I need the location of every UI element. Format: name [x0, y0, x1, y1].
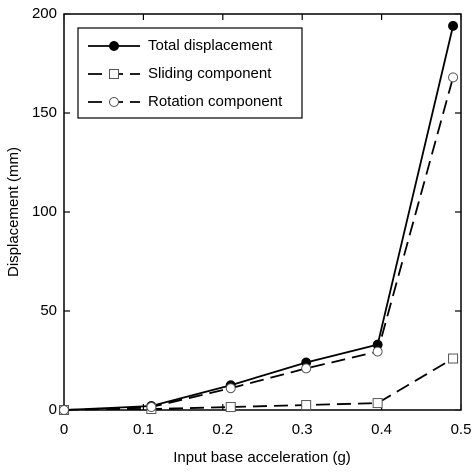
legend-marker [109, 41, 119, 51]
marker [146, 402, 157, 413]
series-line [63, 77, 454, 411]
marker [59, 405, 69, 415]
x-tick-label: 0 [60, 421, 68, 438]
marker [301, 400, 312, 411]
x-axis-label: Input base acceleration (g) [173, 449, 351, 466]
x-tick-label: 0.3 [292, 421, 313, 438]
x-tick-label: 0.1 [133, 421, 154, 438]
legend-label: Sliding component [148, 65, 272, 82]
marker [225, 383, 236, 394]
x-tick-label: 0.4 [371, 421, 392, 438]
legend-marker [109, 69, 119, 79]
y-tick-label: 150 [32, 104, 57, 121]
series-line [63, 357, 454, 411]
y-tick-label: 200 [32, 5, 57, 22]
y-tick-label: 0 [49, 401, 57, 418]
legend-label: Total displacement [148, 37, 273, 54]
y-tick-label: 100 [32, 203, 57, 220]
x-tick-label: 0.5 [451, 421, 472, 438]
marker [448, 72, 459, 83]
marker [448, 20, 459, 31]
y-axis-label: Displacement (mm) [5, 147, 22, 277]
x-tick-label: 0.2 [212, 421, 233, 438]
marker [448, 353, 459, 364]
legend-marker [109, 97, 119, 107]
marker [225, 402, 236, 413]
y-tick-label: 50 [40, 302, 57, 319]
legend-label: Rotation component [148, 93, 283, 110]
marker [301, 363, 312, 374]
marker [372, 398, 383, 409]
marker [372, 346, 383, 357]
